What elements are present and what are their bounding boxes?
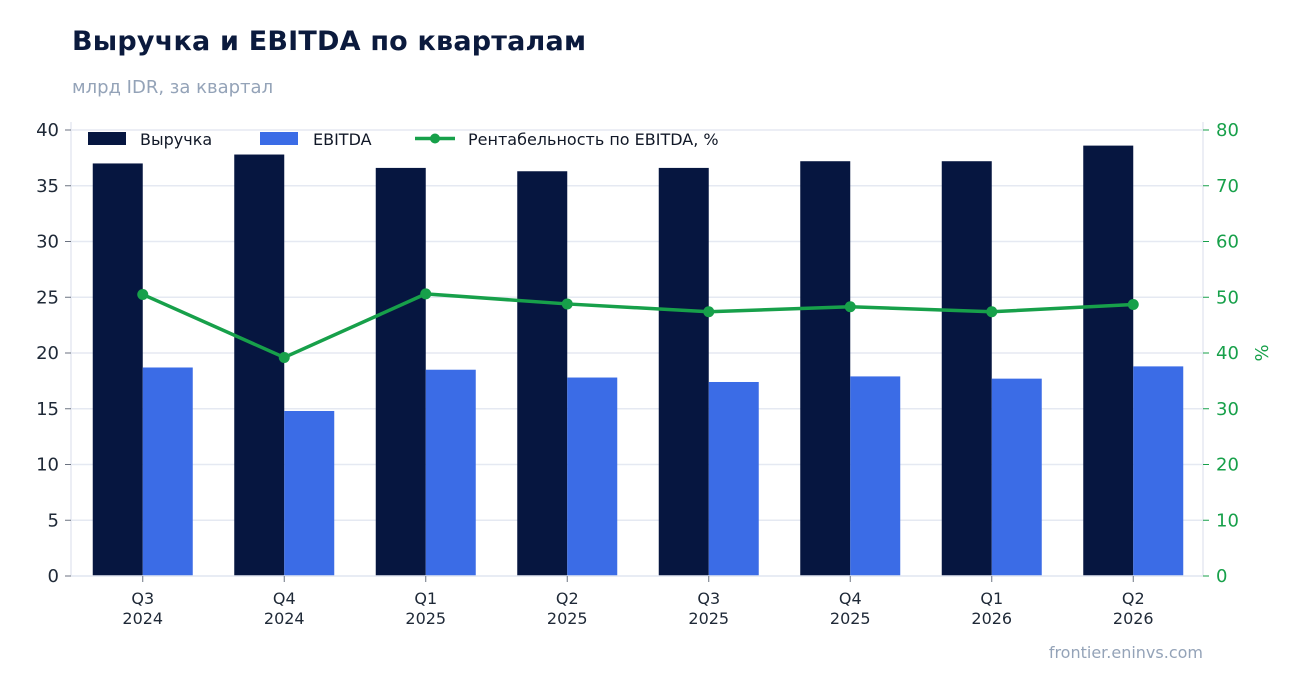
right-tick-label: 80 bbox=[1216, 120, 1239, 141]
x-tick-label-year: 2025 bbox=[405, 609, 446, 628]
bar-revenue bbox=[234, 154, 285, 576]
point-margin bbox=[137, 288, 149, 300]
chart-subtitle: млрд IDR, за квартал bbox=[72, 77, 274, 98]
legend-label-margin: Рентабельность по EBITDA, % bbox=[468, 130, 719, 149]
bar-revenue bbox=[658, 167, 709, 576]
bar-revenue bbox=[517, 171, 568, 576]
bar-revenue bbox=[941, 161, 992, 576]
point-margin bbox=[986, 306, 998, 318]
right-tick-label: 30 bbox=[1216, 399, 1239, 420]
left-tick-label: 5 bbox=[48, 510, 59, 531]
x-tick-label-year: 2026 bbox=[1113, 609, 1154, 628]
legend: Выручка EBITDA Рентабельность по EBITDA, % bbox=[88, 130, 719, 149]
line-margin bbox=[142, 292, 1134, 360]
bar-revenue bbox=[375, 167, 426, 576]
legend-swatch-revenue bbox=[88, 132, 126, 145]
left-tick-label: 40 bbox=[36, 120, 59, 141]
right-tick-label: 20 bbox=[1216, 455, 1239, 476]
left-tick-label: 25 bbox=[36, 287, 59, 308]
bar-revenue bbox=[800, 161, 851, 576]
point-margin bbox=[420, 288, 432, 300]
left-tick-label: 10 bbox=[36, 455, 59, 476]
right-tick-label: 50 bbox=[1216, 287, 1239, 308]
left-tick-label: 30 bbox=[36, 232, 59, 253]
legend-label-revenue: Выручка bbox=[140, 130, 212, 149]
bar-ebitda bbox=[708, 381, 759, 576]
bar-ebitda bbox=[425, 369, 476, 576]
source-text: frontier.eninvs.com bbox=[1048, 643, 1203, 662]
x-tick-label-quarter: Q4 bbox=[273, 589, 296, 608]
bars-layer bbox=[92, 145, 1184, 577]
legend-swatch-ebitda bbox=[260, 132, 298, 145]
x-tick-label-quarter: Q2 bbox=[556, 589, 579, 608]
x-tick-label-quarter: Q1 bbox=[414, 589, 437, 608]
left-tick-label: 35 bbox=[36, 176, 59, 197]
line-layer bbox=[137, 288, 1139, 363]
right-tick-label: 0 bbox=[1216, 566, 1227, 587]
bar-ebitda bbox=[991, 378, 1042, 576]
bar-ebitda bbox=[284, 410, 335, 576]
right-axis-label: % bbox=[1252, 344, 1273, 361]
bar-ebitda bbox=[567, 377, 618, 576]
point-margin bbox=[278, 351, 290, 363]
x-tick-label-year: 2024 bbox=[264, 609, 305, 628]
bar-ebitda bbox=[1133, 366, 1184, 576]
right-tick-label: 70 bbox=[1216, 176, 1239, 197]
left-tick-label: 0 bbox=[48, 566, 59, 587]
x-tick-label-quarter: Q3 bbox=[131, 589, 154, 608]
x-tick-label-quarter: Q4 bbox=[839, 589, 862, 608]
x-tick-label-year: 2024 bbox=[122, 609, 163, 628]
right-tick-label: 40 bbox=[1216, 343, 1239, 364]
x-tick-label-year: 2025 bbox=[830, 609, 871, 628]
bar-ebitda bbox=[850, 376, 901, 576]
chart-title: Выручка и EBITDA по кварталам bbox=[72, 26, 587, 57]
x-tick-label-quarter: Q2 bbox=[1122, 589, 1145, 608]
x-tick-label-year: 2026 bbox=[971, 609, 1012, 628]
bar-revenue bbox=[1083, 145, 1134, 577]
right-tick-label: 60 bbox=[1216, 232, 1239, 253]
point-margin bbox=[703, 306, 715, 318]
point-margin bbox=[561, 298, 573, 310]
bar-revenue bbox=[92, 163, 143, 576]
point-margin bbox=[1127, 298, 1139, 310]
bar-ebitda bbox=[142, 367, 193, 576]
legend-marker-margin bbox=[430, 133, 440, 144]
right-tick-label: 10 bbox=[1216, 510, 1239, 531]
x-tick-label-year: 2025 bbox=[688, 609, 729, 628]
legend-label-ebitda: EBITDA bbox=[313, 130, 372, 149]
x-tick-label-quarter: Q3 bbox=[697, 589, 720, 608]
x-tick-label-quarter: Q1 bbox=[980, 589, 1003, 608]
axes-layer: 051015202530354001020304050607080%Q32024… bbox=[36, 120, 1273, 628]
x-tick-label-year: 2025 bbox=[547, 609, 588, 628]
left-tick-label: 15 bbox=[36, 399, 59, 420]
point-margin bbox=[844, 301, 856, 313]
left-tick-label: 20 bbox=[36, 343, 59, 364]
